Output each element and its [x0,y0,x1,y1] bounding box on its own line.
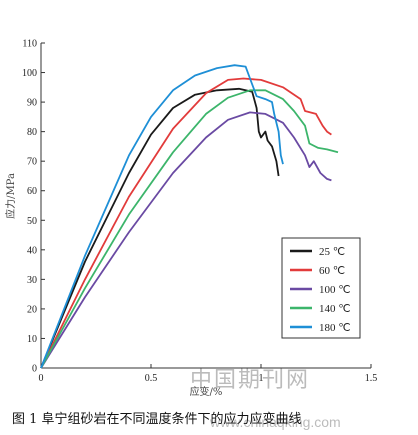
y-tick-label: 70 [27,157,37,168]
y-tick-label: 40 [27,245,37,256]
legend-label: 180 ℃ [319,322,351,334]
legend-label: 25 ℃ [319,246,345,258]
y-tick-label: 20 [27,304,37,315]
y-tick-label: 110 [22,39,37,50]
series-line-3 [40,89,339,369]
y-tick-label: 50 [27,216,37,227]
watermark-url: www.chinaqking.com [210,414,341,430]
y-tick-label: 10 [27,334,37,345]
legend-label: 140 ℃ [319,303,351,315]
x-tick-label: 1.5 [365,373,378,384]
y-tick-label: 80 [27,127,37,138]
y-tick-label: 0 [32,364,37,375]
legend-label: 100 ℃ [319,284,351,296]
series-line-2 [40,111,332,369]
legend-label: 60 ℃ [319,265,345,277]
figure-caption: 图 1 阜宁组砂岩在不同温度条件下的应力应变曲线 [12,412,302,427]
y-tick-label: 60 [27,186,37,197]
y-tick-label: 30 [27,275,37,286]
y-tick-label: 100 [22,68,37,79]
series-line-1 [40,77,332,369]
series-line-0 [40,87,280,369]
x-axis-label: 应变/% [190,385,223,398]
x-tick-label: 1 [259,373,264,384]
series-line-4 [40,64,284,369]
x-tick-label: 0.5 [145,373,158,384]
x-tick-label: 0 [39,373,44,384]
y-tick-label: 90 [27,98,37,109]
watermark: 中国期刊网 [190,368,311,393]
y-axis-label: 应力/MPa [4,173,17,219]
